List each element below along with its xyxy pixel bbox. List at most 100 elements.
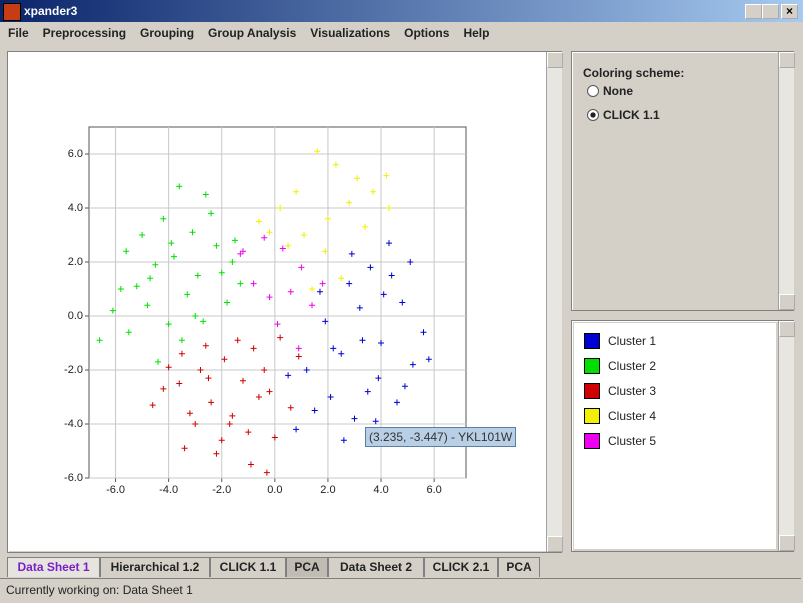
menu-item[interactable]: Help [463, 26, 490, 40]
point [170, 253, 177, 260]
menu-item[interactable]: Grouping [140, 26, 195, 40]
point [340, 437, 347, 444]
point [139, 232, 146, 238]
tab[interactable]: Data Sheet 1 [7, 557, 100, 577]
point [407, 259, 414, 265]
radio-label[interactable]: None [603, 84, 633, 98]
point [346, 199, 353, 206]
scroll-down[interactable] [547, 536, 563, 552]
point [200, 318, 207, 325]
point [239, 248, 246, 255]
point [295, 345, 302, 352]
point [213, 450, 220, 457]
point [338, 350, 345, 357]
point [237, 250, 244, 257]
status-text: Currently working on: Data Sheet 1 [6, 583, 193, 597]
radio-none[interactable] [587, 85, 599, 97]
menu-item[interactable]: Preprocessing [42, 26, 127, 40]
point [401, 383, 408, 390]
point [285, 242, 292, 249]
point [266, 388, 273, 395]
point [386, 240, 393, 247]
point [226, 421, 233, 427]
point [186, 410, 193, 417]
minimize-button[interactable] [745, 4, 762, 19]
legend-swatch [584, 408, 600, 424]
point [155, 358, 162, 365]
point [316, 288, 323, 295]
scroll-up[interactable] [547, 52, 563, 68]
point [293, 188, 300, 195]
point [165, 364, 172, 371]
radio-label[interactable]: CLICK 1.1 [603, 108, 660, 122]
maximize-button[interactable] [762, 4, 779, 19]
point [176, 183, 183, 190]
scroll-down[interactable] [779, 535, 795, 551]
scroll-up[interactable] [779, 52, 795, 68]
point [324, 215, 331, 222]
menu-bar: File Preprocessing Grouping Group Analysis V… [0, 23, 803, 44]
scroll-up[interactable] [779, 321, 795, 337]
point [205, 375, 212, 382]
legend-scrollbar[interactable] [778, 321, 795, 551]
point [133, 283, 140, 290]
menu-item[interactable]: Group Analysis [208, 26, 297, 40]
tab[interactable]: CLICK 1.1 [210, 557, 286, 577]
legend-swatch [584, 333, 600, 349]
point [309, 286, 316, 292]
point [232, 237, 239, 244]
legend-label: Cluster 2 [608, 359, 657, 373]
point [393, 399, 400, 406]
point [178, 350, 185, 357]
point [346, 280, 353, 287]
point [319, 280, 326, 287]
point [332, 161, 339, 168]
legend-label: Cluster 1 [608, 334, 657, 348]
tab[interactable]: PCA [498, 557, 540, 577]
point [224, 299, 231, 306]
point [149, 402, 156, 409]
tab[interactable]: Hierarchical 1.2 [100, 557, 210, 577]
x-tick-label: 0.0 [267, 484, 282, 496]
tab[interactable]: PCA [286, 557, 328, 577]
status-bar: Currently working on: Data Sheet 1 [0, 578, 801, 600]
point [388, 272, 395, 279]
point [293, 426, 300, 433]
coloring-scrollbar[interactable] [778, 52, 795, 310]
window-title: xpander3 [24, 4, 78, 18]
point [274, 321, 281, 328]
coloring-label: Coloring scheme: [583, 66, 685, 80]
scroll-down[interactable] [779, 294, 795, 310]
point [386, 205, 393, 211]
coloring-panel: Coloring scheme: None CLICK 1.1 [571, 51, 795, 311]
tab[interactable]: CLICK 2.1 [424, 557, 498, 577]
point [330, 345, 337, 352]
legend-swatch [584, 383, 600, 399]
menu-item[interactable]: Visualizations [310, 26, 391, 40]
tab[interactable]: Data Sheet 2 [328, 557, 424, 577]
x-tick-label: -2.0 [212, 484, 231, 496]
point [277, 205, 284, 211]
point [322, 248, 329, 255]
plot-scrollbar[interactable] [546, 52, 563, 552]
y-tick-label: -4.0 [64, 418, 83, 430]
menu-item[interactable]: File [8, 26, 29, 40]
point [425, 356, 432, 363]
point [144, 302, 151, 309]
point [372, 418, 379, 425]
y-tick-label: -2.0 [64, 364, 83, 376]
point [189, 229, 196, 236]
point [279, 245, 286, 252]
x-tick-label: 4.0 [373, 484, 388, 496]
legend-swatch [584, 358, 600, 374]
legend-panel: Cluster 1 Cluster 2 Cluster 3 Cluster 4 Clus… [571, 320, 795, 552]
legend-label: Cluster 3 [608, 384, 657, 398]
x-tick-label: 6.0 [426, 484, 441, 496]
point [221, 356, 228, 363]
point [208, 399, 215, 406]
point [202, 342, 209, 349]
menu-item[interactable]: Options [404, 26, 450, 40]
radio-click[interactable] [587, 109, 599, 121]
close-button[interactable]: × [781, 4, 798, 19]
